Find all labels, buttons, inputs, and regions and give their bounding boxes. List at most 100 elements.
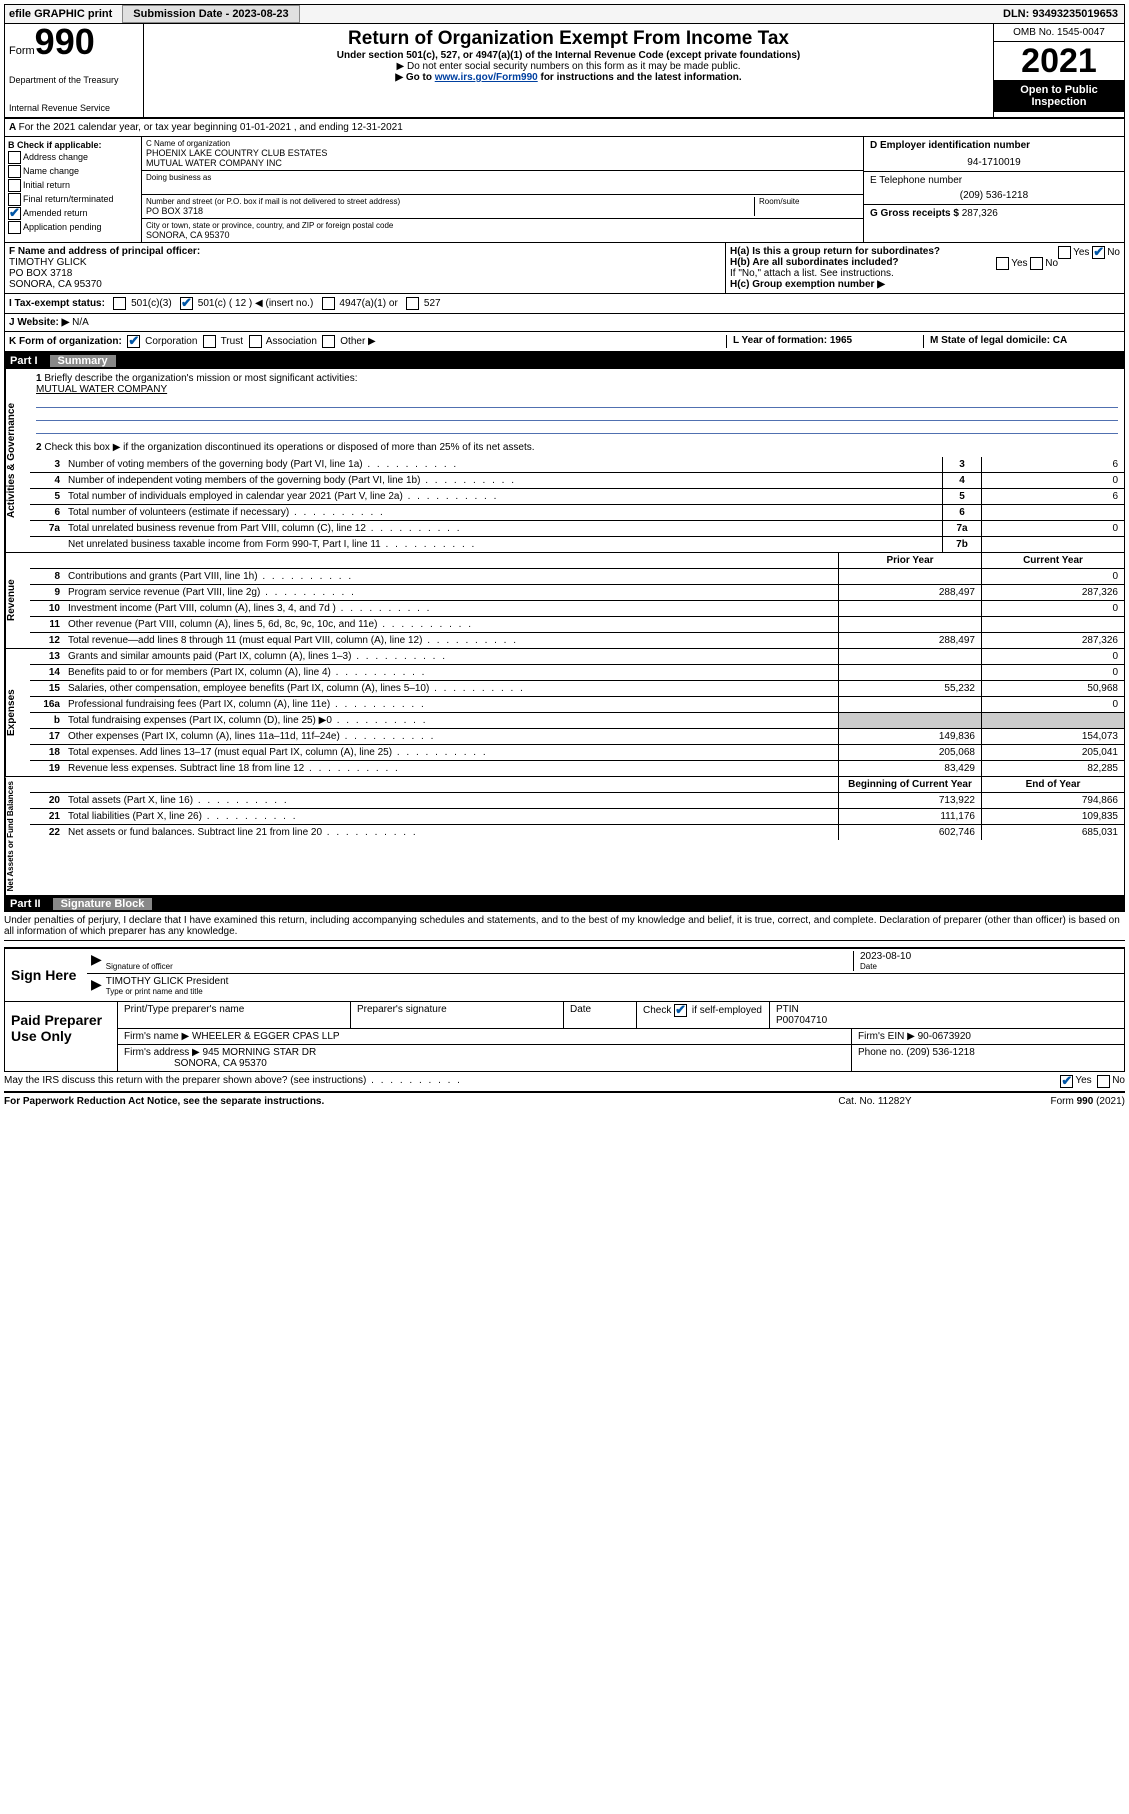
prep-selfemp[interactable]: Check if self-employed [637, 1002, 770, 1028]
part2-header: Part II Signature Block [4, 896, 1125, 912]
prep-row-2: Firm's name ▶ WHEELER & EGGER CPAS LLP F… [118, 1029, 1124, 1045]
chk-amended[interactable]: Amended return [8, 207, 138, 220]
chk-pending[interactable]: Application pending [8, 221, 138, 234]
preparer-block: Paid Preparer Use Only Print/Type prepar… [4, 1002, 1125, 1072]
row-j: J Website: ▶ N/A [4, 314, 1125, 332]
city-cell: City or town, state or province, country… [142, 219, 863, 242]
room-label: Room/suite [759, 197, 859, 206]
box-b: B Check if applicable: Address change Na… [5, 137, 142, 242]
street-cell: Number and street (or P.O. box if mail i… [142, 195, 863, 219]
prep-ptin: P00704710 [776, 1015, 827, 1026]
i-501c3: 501(c)(3) [131, 298, 172, 309]
ein-value: 94-1710019 [870, 151, 1118, 168]
chk-assoc[interactable] [249, 335, 262, 348]
firm-ein: 90-0673920 [918, 1031, 971, 1042]
table-row: 14Benefits paid to or for members (Part … [30, 665, 1124, 681]
hb-yes[interactable]: Yes [1011, 258, 1027, 269]
chk-527[interactable] [406, 297, 419, 310]
sig-line-2: ▶ TIMOTHY GLICK PresidentType or print n… [87, 974, 1124, 998]
table-row: 8Contributions and grants (Part VIII, li… [30, 569, 1124, 585]
prep-row-1: Print/Type preparer's name Preparer's si… [118, 1002, 1124, 1029]
box-g: G Gross receipts $ 287,326 [864, 205, 1124, 222]
chk-corp[interactable] [127, 335, 140, 348]
j-value: N/A [72, 317, 89, 328]
prep-h1: Print/Type preparer's name [118, 1002, 351, 1028]
table-row: 3Number of voting members of the governi… [30, 457, 1124, 473]
sign-here: Sign Here [5, 949, 87, 1001]
firm-name: WHEELER & EGGER CPAS LLP [192, 1031, 340, 1042]
firm-label: Firm's name ▶ [124, 1031, 189, 1042]
col-current: Current Year [981, 553, 1124, 568]
efile-label[interactable]: efile GRAPHIC print [5, 6, 116, 22]
part1-exp: Expenses 13Grants and similar amounts pa… [4, 649, 1125, 777]
form-title: Return of Organization Exempt From Incom… [148, 28, 989, 50]
chk-address[interactable]: Address change [8, 151, 138, 164]
addr-label: Firm's address ▶ [124, 1047, 200, 1058]
chk-501c3[interactable] [113, 297, 126, 310]
chk-4947[interactable] [322, 297, 335, 310]
open-inspection: Open to Public Inspection [994, 80, 1124, 112]
chk-final[interactable]: Final return/terminated [8, 193, 138, 206]
chk-501c[interactable] [180, 297, 193, 310]
opt-pending: Application pending [23, 222, 102, 232]
may-text: May the IRS discuss this return with the… [4, 1075, 1060, 1088]
form-word: Form [9, 45, 35, 57]
part1-num: Part I [10, 355, 50, 367]
header-center: Return of Organization Exempt From Incom… [144, 24, 993, 117]
part1-rev: Revenue Prior Year Current Year 8Contrib… [4, 553, 1125, 649]
city-value: SONORA, CA 95370 [146, 230, 859, 240]
chk-initial[interactable]: Initial return [8, 179, 138, 192]
k-assoc: Association [266, 336, 317, 347]
box-h: H(a) Is this a group return for subordin… [726, 243, 1124, 293]
table-row: 5Total number of individuals employed in… [30, 489, 1124, 505]
may-no-chk[interactable] [1097, 1075, 1110, 1088]
prep-phone-label: Phone no. [858, 1047, 904, 1058]
row-klm: K Form of organization: Corporation Trus… [4, 332, 1125, 353]
opt-final: Final return/terminated [23, 194, 114, 204]
sidetab-na: Net Assets or Fund Balances [5, 777, 30, 895]
prep-here: Paid Preparer Use Only [5, 1002, 117, 1071]
may-no: No [1112, 1075, 1125, 1088]
section-bcdeg: B Check if applicable: Address change Na… [4, 137, 1125, 243]
form-number: 990 [35, 21, 95, 62]
sig-name-label: Type or print name and title [106, 987, 1120, 996]
table-row: bTotal fundraising expenses (Part IX, co… [30, 713, 1124, 729]
part1-ag: Activities & Governance 1 Briefly descri… [4, 369, 1125, 553]
officer-label: F Name and address of principal officer: [9, 246, 200, 257]
part2-title: Signature Block [53, 898, 153, 910]
submission-date-button[interactable]: Submission Date - 2023-08-23 [122, 5, 299, 23]
header-left: Form990 Department of the Treasury Inter… [5, 24, 144, 117]
prep-h2: Preparer's signature [351, 1002, 564, 1028]
box-f: F Name and address of principal officer:… [5, 243, 726, 293]
may-yes-chk[interactable] [1060, 1075, 1073, 1088]
ha-yes[interactable]: Yes [1073, 247, 1089, 258]
hb-label: H(b) Are all subordinates included? [730, 257, 899, 268]
hb-no[interactable]: No [1045, 258, 1058, 269]
officer-name: TIMOTHY GLICK [9, 257, 721, 268]
col-end: End of Year [981, 777, 1124, 792]
sidetab-ag: Activities & Governance [5, 369, 30, 552]
dba-cell: Doing business as [142, 171, 863, 195]
line-a-text: For the 2021 calendar year, or tax year … [19, 122, 403, 133]
sidetab-exp: Expenses [5, 649, 30, 776]
ha-no[interactable]: No [1107, 247, 1120, 258]
prep-h3: Date [564, 1002, 637, 1028]
chk-other[interactable] [322, 335, 335, 348]
org-name-1: PHOENIX LAKE COUNTRY CLUB ESTATES [146, 148, 859, 158]
header-right: OMB No. 1545-0047 2021 Open to Public In… [993, 24, 1124, 117]
box-d: D Employer identification number 94-1710… [864, 137, 1124, 172]
irs-link[interactable]: www.irs.gov/Form990 [435, 72, 538, 83]
section-fh: F Name and address of principal officer:… [4, 243, 1125, 294]
k-other: Other ▶ [340, 336, 375, 347]
box-e: E Telephone number (209) 536-1218 [864, 172, 1124, 205]
prep-ptin-label: PTIN [776, 1004, 799, 1015]
chk-name[interactable]: Name change [8, 165, 138, 178]
officer-addr1: PO BOX 3718 [9, 268, 721, 279]
gross-label: G Gross receipts $ [870, 208, 959, 219]
header-note1: ▶ Do not enter social security numbers o… [148, 61, 989, 72]
chk-trust[interactable] [203, 335, 216, 348]
table-row: 18Total expenses. Add lines 13–17 (must … [30, 745, 1124, 761]
i-label: I Tax-exempt status: [9, 298, 105, 309]
q1-text: Briefly describe the organization's miss… [44, 373, 357, 384]
org-name-2: MUTUAL WATER COMPANY INC [146, 158, 859, 168]
